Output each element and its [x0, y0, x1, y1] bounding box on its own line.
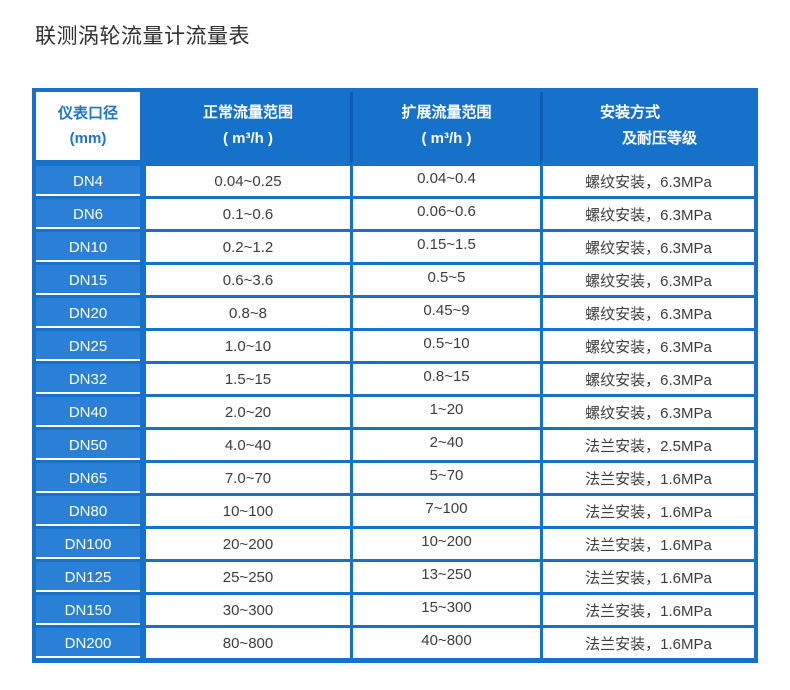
extended-range-cell: 15~300 [350, 595, 540, 628]
install-cell: 法兰安装，1.6MPa [540, 562, 754, 595]
normal-range-cell: 1.0~10 [140, 331, 350, 364]
extended-range-value: 0.45~9 [423, 301, 470, 319]
extended-range-cell: 0.8~15 [350, 364, 540, 397]
extended-range-cell: 0.06~0.6 [350, 199, 540, 232]
dn-cell: DN25 [36, 331, 140, 364]
normal-range-cell: 0.8~8 [140, 298, 350, 331]
dn-cell: DN4 [36, 166, 140, 199]
dn-cell: DN32 [36, 364, 140, 397]
install-cell: 螺纹安装，6.3MPa [540, 364, 754, 397]
normal-range-cell: 1.5~15 [140, 364, 350, 397]
dn-cell: DN50 [36, 430, 140, 463]
normal-range-cell: 10~100 [140, 496, 350, 529]
extended-range-cell: 2~40 [350, 430, 540, 463]
extended-range-value: 15~300 [421, 598, 472, 616]
install-cell: 螺纹安装，6.3MPa [540, 397, 754, 430]
normal-range-cell: 20~200 [140, 529, 350, 562]
normal-range-cell: 0.6~3.6 [140, 265, 350, 298]
dn-cell: DN15 [36, 265, 140, 298]
extended-range-value: 2~40 [429, 433, 464, 451]
extended-range-value: 7~100 [425, 499, 468, 517]
extended-range-value: 0.15~1.5 [417, 235, 476, 253]
header-diameter-line1: 仪表口径 [57, 105, 118, 122]
extended-range-cell: 0.5~5 [350, 265, 540, 298]
extended-range-cell: 0.5~10 [350, 331, 540, 364]
extended-range-value: 40~800 [421, 631, 472, 649]
install-cell: 法兰安装，2.5MPa [540, 430, 754, 463]
dn-cell: DN10 [36, 232, 140, 265]
install-cell: 法兰安装，1.6MPa [540, 628, 754, 661]
extended-range-value: 5~70 [429, 466, 464, 484]
extended-range-cell: 1~20 [350, 397, 540, 430]
extended-range-cell: 0.45~9 [350, 298, 540, 331]
header-extended-line2: ( m³/h ) [421, 130, 472, 147]
dn-cell: DN100 [36, 529, 140, 562]
header-cell-normal-range: 正常流量范围 ( m³/h ) [140, 92, 350, 166]
normal-range-cell: 7.0~70 [140, 463, 350, 496]
install-cell: 螺纹安装，6.3MPa [540, 232, 754, 265]
normal-range-cell: 30~300 [140, 595, 350, 628]
extended-range-value: 13~250 [421, 565, 472, 583]
header-install-line1: 安装方式 [599, 104, 660, 121]
header-extended-line1: 扩展流量范围 [401, 104, 492, 121]
dn-cell: DN20 [36, 298, 140, 331]
page-title: 联测涡轮流量计流量表 [35, 25, 250, 48]
install-cell: 法兰安装，1.6MPa [540, 463, 754, 496]
install-cell: 螺纹安装，6.3MPa [540, 265, 754, 298]
header-normal-line1: 正常流量范围 [202, 104, 293, 121]
extended-range-value: 0.8~15 [423, 367, 470, 385]
header-cell-extended-range: 扩展流量范围 ( m³/h ) [350, 92, 540, 166]
dn-cell: DN125 [36, 562, 140, 595]
header-normal-line2: ( m³/h ) [222, 130, 273, 147]
extended-range-cell: 40~800 [350, 628, 540, 661]
dn-cell: DN150 [36, 595, 140, 628]
dn-cell: DN40 [36, 397, 140, 430]
install-cell: 螺纹安装，6.3MPa [540, 199, 754, 232]
flow-spec-table: 仪表口径 (mm) 正常流量范围 ( m³/h ) 扩展流量范围 ( m³/h … [32, 88, 758, 663]
install-cell: 法兰安装，1.6MPa [540, 529, 754, 562]
extended-range-value: 0.5~5 [427, 268, 466, 286]
install-cell: 法兰安装，1.6MPa [540, 595, 754, 628]
dn-cell: DN200 [36, 628, 140, 661]
header-install-line2: 及耐压等级 [621, 130, 697, 147]
normal-range-cell: 25~250 [140, 562, 350, 595]
extended-range-cell: 0.04~0.4 [350, 166, 540, 199]
extended-range-cell: 5~70 [350, 463, 540, 496]
extended-range-value: 0.04~0.4 [417, 169, 476, 187]
normal-range-cell: 80~800 [140, 628, 350, 661]
dn-cell: DN6 [36, 199, 140, 232]
dn-cell: DN80 [36, 496, 140, 529]
install-cell: 螺纹安装，6.3MPa [540, 298, 754, 331]
install-cell: 螺纹安装，6.3MPa [540, 331, 754, 364]
dn-cell: DN65 [36, 463, 140, 496]
header-diameter-line2: (mm) [69, 130, 107, 147]
header-cell-diameter: 仪表口径 (mm) [36, 92, 140, 166]
extended-range-cell: 13~250 [350, 562, 540, 595]
extended-range-value: 1~20 [429, 400, 464, 418]
normal-range-cell: 2.0~20 [140, 397, 350, 430]
extended-range-cell: 10~200 [350, 529, 540, 562]
normal-range-cell: 0.1~0.6 [140, 199, 350, 232]
extended-range-cell: 0.15~1.5 [350, 232, 540, 265]
extended-range-cell: 7~100 [350, 496, 540, 529]
extended-range-value: 0.06~0.6 [417, 202, 476, 220]
extended-range-value: 10~200 [421, 532, 472, 550]
install-cell: 法兰安装，1.6MPa [540, 496, 754, 529]
normal-range-cell: 4.0~40 [140, 430, 350, 463]
normal-range-cell: 0.04~0.25 [140, 166, 350, 199]
install-cell: 螺纹安装，6.3MPa [540, 166, 754, 199]
header-cell-installation: 安装方式 及耐压等级 [540, 92, 754, 166]
normal-range-cell: 0.2~1.2 [140, 232, 350, 265]
extended-range-value: 0.5~10 [423, 334, 470, 352]
